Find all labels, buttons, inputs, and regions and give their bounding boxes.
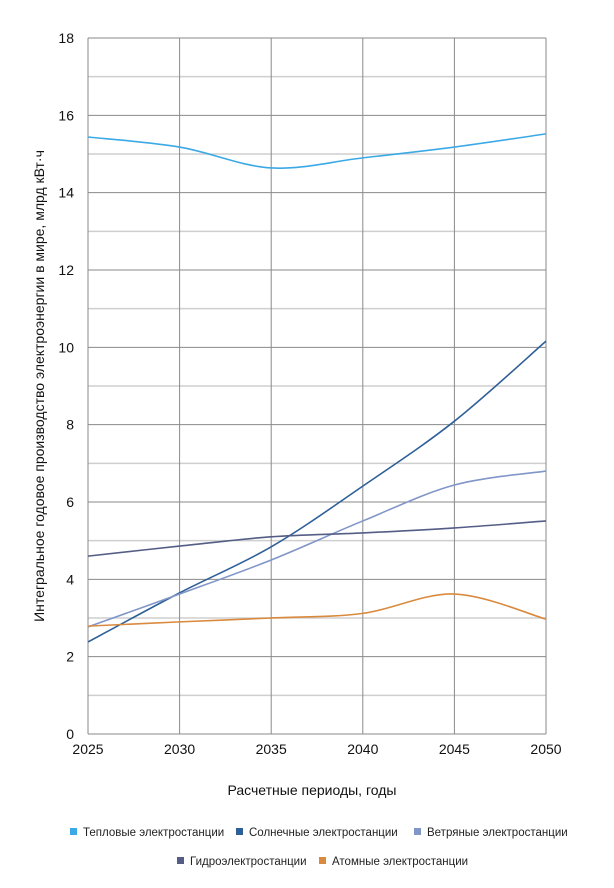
legend-label: Гидроэлектростанции xyxy=(190,856,307,868)
series-lines xyxy=(87,133,547,643)
y-tick-label: 16 xyxy=(58,107,74,123)
x-tick-label: 2025 xyxy=(72,741,103,757)
x-tick-labels: 2025 2030 2035 2040 2045 2050 xyxy=(72,741,561,757)
legend-swatch xyxy=(236,828,243,835)
y-tick-label: 4 xyxy=(66,571,74,587)
legend-swatch xyxy=(414,828,421,835)
y-tick-label: 2 xyxy=(66,649,74,665)
x-tick-label: 2050 xyxy=(530,741,561,757)
legend-label: Ветряные электростанции xyxy=(427,827,568,839)
series-line xyxy=(87,593,547,627)
legend-label: Атомные электростанции xyxy=(332,856,468,868)
y-tick-label: 14 xyxy=(58,185,74,201)
y-tick-label: 10 xyxy=(58,339,74,355)
x-tick-label: 2045 xyxy=(439,741,470,757)
legend-label: Солнечные электростанции xyxy=(249,827,398,839)
series-line xyxy=(87,470,547,628)
y-tick-label: 0 xyxy=(66,726,74,742)
legend: Тепловые электростанции Солнечные электро… xyxy=(70,827,568,868)
series-line xyxy=(87,520,547,557)
y-tick-label: 18 xyxy=(58,30,74,46)
y-tick-labels: 0 2 4 6 8 10 12 14 16 18 xyxy=(58,30,74,742)
y-tick-label: 8 xyxy=(66,417,74,433)
x-axis-label: Расчетные периоды, годы xyxy=(228,782,397,798)
legend-swatch xyxy=(319,857,326,864)
legend-label: Тепловые электростанции xyxy=(83,827,224,839)
x-tick-label: 2040 xyxy=(347,741,378,757)
y-tick-label: 12 xyxy=(58,262,74,278)
y-axis-label: Интегральное годовое производство электр… xyxy=(31,150,47,622)
grid xyxy=(87,37,547,735)
legend-swatch xyxy=(177,857,184,864)
x-tick-label: 2030 xyxy=(164,741,195,757)
legend-swatch xyxy=(70,828,77,835)
y-tick-label: 6 xyxy=(66,494,74,510)
x-tick-label: 2035 xyxy=(256,741,287,757)
series-line xyxy=(87,133,547,169)
